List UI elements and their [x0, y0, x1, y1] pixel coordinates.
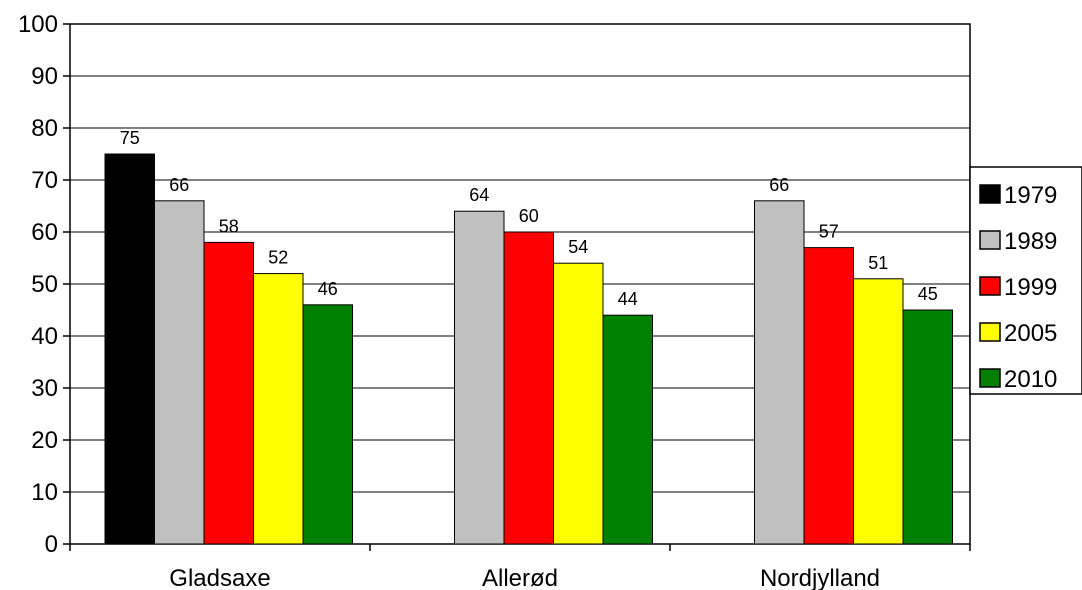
y-tick-label: 0: [45, 531, 58, 558]
data-label: 52: [268, 248, 288, 268]
y-tick-label: 90: [31, 63, 58, 90]
y-axis-tick-labels: 0 10 20 30 40 50 60 70 80 90 100: [18, 11, 58, 558]
category-label: Gladsaxe: [169, 565, 270, 590]
legend-swatch: [979, 230, 1001, 250]
y-tick-label: 100: [18, 11, 58, 38]
data-label: 54: [568, 237, 588, 257]
bar-1999-2: [803, 247, 854, 545]
y-tick-label: 50: [31, 271, 58, 298]
y-tick-label: 60: [31, 219, 58, 246]
data-label: 64: [469, 185, 489, 205]
data-label: 58: [219, 216, 239, 236]
y-tick-label: 70: [31, 167, 58, 194]
data-label: 51: [868, 253, 888, 273]
bar-2010-1: [602, 314, 653, 545]
category-label: Allerød: [482, 565, 558, 590]
legend-swatch: [979, 276, 1001, 296]
legend-label: 1989: [1004, 228, 1057, 255]
bar-1989-2: [754, 200, 805, 545]
data-label: 57: [819, 222, 839, 242]
y-tick-label: 30: [31, 375, 58, 402]
legend-swatch: [979, 322, 1001, 342]
x-axis-category-labels: Gladsaxe Allerød Nordjylland: [69, 544, 971, 590]
data-label: 44: [618, 289, 638, 309]
bar-2005-1: [553, 262, 604, 545]
data-label: 45: [918, 284, 938, 304]
bar-1989-1: [454, 210, 505, 545]
bar-1999-1: [503, 231, 554, 545]
data-labels: 75 66 58 52 46 64 60 54 44 66 57 51 45: [120, 128, 938, 309]
bar-1989-0: [154, 200, 205, 545]
legend-label: 1979: [1004, 182, 1057, 209]
bar-2010-2: [902, 309, 953, 545]
category-label: Nordjylland: [760, 565, 880, 590]
bar-1979-0: [104, 153, 155, 545]
y-tick-label: 40: [31, 323, 58, 350]
legend-swatch: [979, 184, 1001, 204]
bar-1999-0: [203, 241, 254, 545]
legend: 1979 1989 1999 2005 2010: [969, 166, 1082, 395]
data-label: 66: [169, 175, 189, 195]
data-label: 75: [120, 128, 140, 148]
bar-2005-0: [253, 273, 304, 545]
bars: [104, 153, 953, 545]
legend-label: 2010: [1004, 366, 1057, 393]
data-label: 60: [519, 206, 539, 226]
y-tick-label: 10: [31, 479, 58, 506]
legend-label: 2005: [1004, 320, 1057, 347]
data-label: 46: [318, 279, 338, 299]
legend-label: 1999: [1004, 274, 1057, 301]
y-tick-label: 80: [31, 115, 58, 142]
y-tick-label: 20: [31, 427, 58, 454]
bar-2010-0: [302, 304, 353, 545]
legend-swatch: [979, 368, 1001, 388]
bar-2005-2: [853, 278, 904, 545]
data-label: 66: [769, 175, 789, 195]
